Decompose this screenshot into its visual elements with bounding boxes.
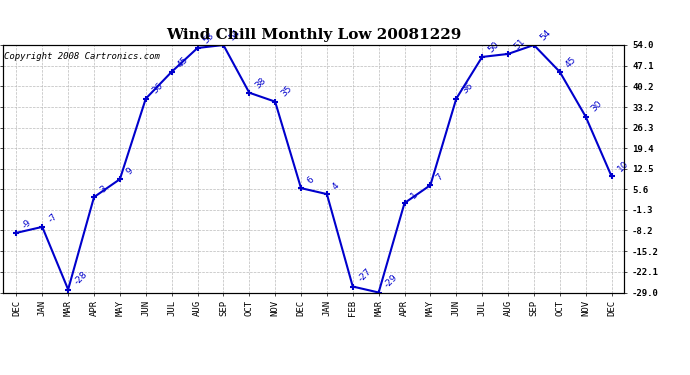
Text: Copyright 2008 Cartronics.com: Copyright 2008 Cartronics.com — [4, 53, 160, 62]
Text: 54: 54 — [228, 28, 242, 42]
Text: 45: 45 — [176, 55, 190, 69]
Text: 1: 1 — [408, 190, 419, 200]
Text: 7: 7 — [435, 172, 445, 182]
Text: 54: 54 — [538, 28, 553, 42]
Title: Wind Chill Monthly Low 20081229: Wind Chill Monthly Low 20081229 — [166, 28, 462, 42]
Text: 35: 35 — [279, 84, 294, 99]
Text: 50: 50 — [486, 40, 501, 54]
Text: 10: 10 — [615, 159, 630, 173]
Text: -9: -9 — [21, 217, 33, 230]
Text: 38: 38 — [253, 75, 268, 90]
Text: 45: 45 — [564, 55, 578, 69]
Text: 53: 53 — [201, 31, 216, 45]
Text: 36: 36 — [150, 81, 164, 96]
Text: 51: 51 — [512, 37, 526, 51]
Text: 4: 4 — [331, 181, 342, 191]
Text: 6: 6 — [305, 175, 315, 185]
Text: -7: -7 — [46, 211, 59, 224]
Text: -29: -29 — [383, 273, 400, 290]
Text: 36: 36 — [460, 81, 475, 96]
Text: 9: 9 — [124, 166, 135, 176]
Text: -27: -27 — [357, 267, 373, 284]
Text: 30: 30 — [590, 99, 604, 114]
Text: 3: 3 — [98, 184, 108, 194]
Text: -28: -28 — [72, 270, 89, 287]
